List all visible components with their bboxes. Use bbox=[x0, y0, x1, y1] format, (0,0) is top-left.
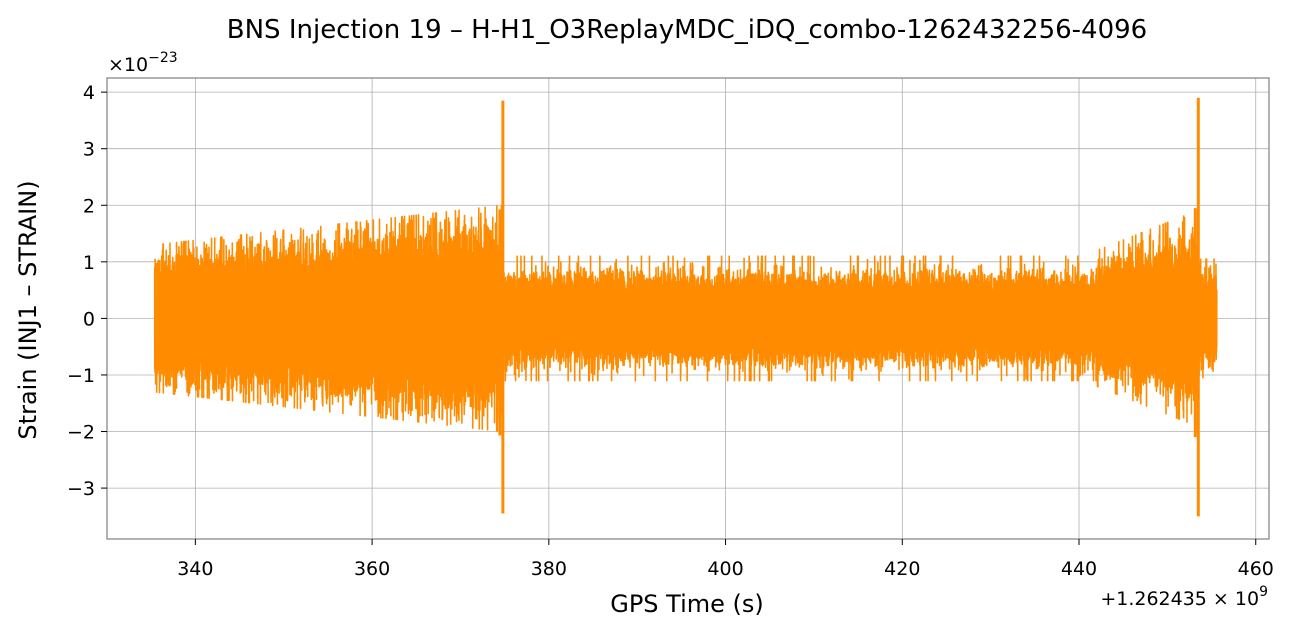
x-offset-exponent: 9 bbox=[1259, 584, 1268, 600]
y-tick-label: 4 bbox=[83, 82, 95, 104]
x-tick-label: 420 bbox=[884, 558, 920, 580]
strain-trace bbox=[153, 204, 1218, 432]
x-offset-label: +1.262435 × 109 bbox=[1100, 584, 1268, 610]
x-tick-labels: 340 360 380 400 420 440 460 bbox=[177, 558, 1274, 580]
series-strain bbox=[153, 97, 1218, 517]
y-scale-label: ×10−23 bbox=[108, 50, 178, 76]
y-tick-label: −3 bbox=[67, 478, 95, 500]
x-tick-label: 360 bbox=[354, 558, 390, 580]
y-tick-label: 3 bbox=[83, 139, 95, 161]
x-offset-base: +1.262435 × 10 bbox=[1100, 588, 1259, 610]
chart-title: BNS Injection 19 – H-H1_O3ReplayMDC_iDQ_… bbox=[227, 15, 1147, 45]
y-tick-label: 2 bbox=[83, 195, 95, 217]
y-tick-label: −2 bbox=[67, 422, 95, 444]
x-axis-title: GPS Time (s) bbox=[610, 590, 764, 618]
x-tick-label: 380 bbox=[531, 558, 567, 580]
y-scale-base: ×10 bbox=[108, 54, 148, 76]
y-tick-label: 1 bbox=[83, 252, 95, 274]
y-scale-exponent: −23 bbox=[148, 50, 178, 66]
plot-frame bbox=[106, 77, 1270, 540]
ticks bbox=[101, 91, 1257, 545]
y-tick-label: 0 bbox=[83, 308, 95, 330]
y-tick-labels: −3 −2 −1 0 1 2 3 4 bbox=[67, 82, 95, 500]
y-tick-label: −1 bbox=[67, 365, 95, 387]
x-tick-label: 340 bbox=[177, 558, 213, 580]
y-axis-title: Strain (INJ1 – STRAIN) bbox=[14, 180, 42, 439]
x-tick-label: 400 bbox=[707, 558, 743, 580]
x-tick-label: 460 bbox=[1238, 558, 1274, 580]
x-tick-label: 440 bbox=[1061, 558, 1097, 580]
